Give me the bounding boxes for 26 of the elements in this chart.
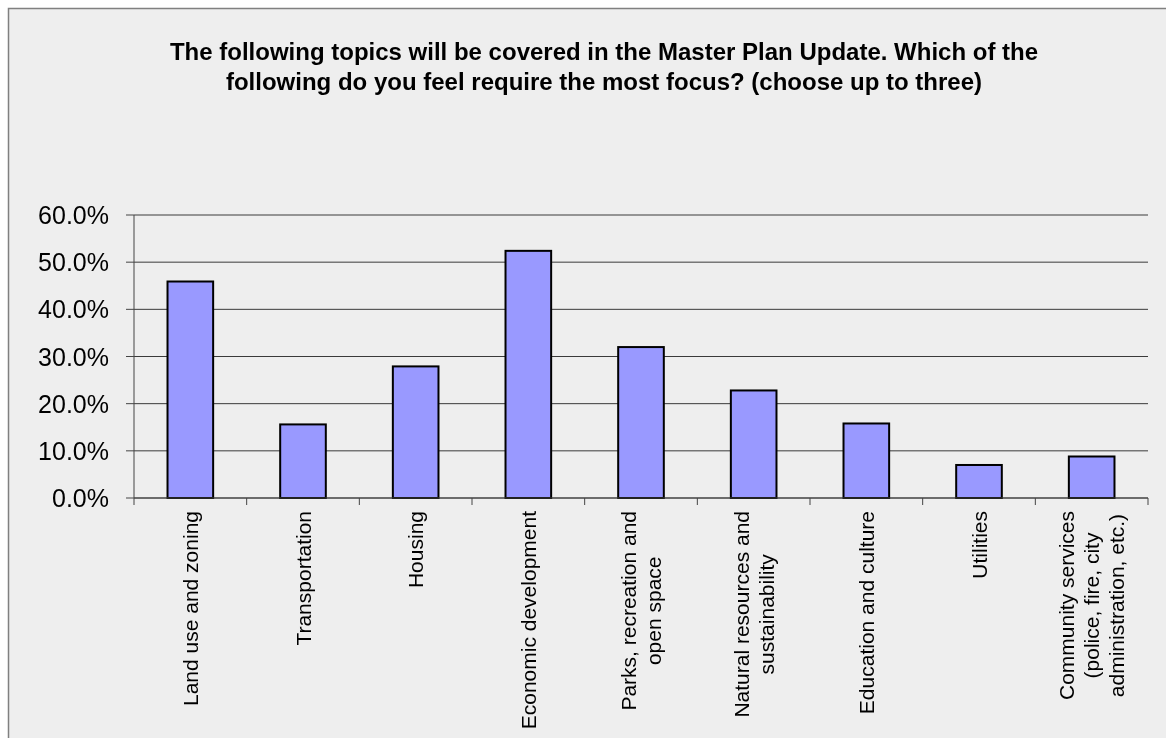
bar — [955, 463, 1003, 499]
x-tick-label: Utilities — [967, 510, 991, 579]
bar — [842, 422, 891, 499]
x-tick-label: Education and culture — [854, 511, 878, 715]
x-tick-label: Transportation — [291, 511, 315, 646]
x-tick-label: Parks, recreation and open space — [617, 511, 666, 711]
y-tick-label: 20.0% — [38, 389, 109, 418]
chart-title: The following topics will be covered in the Master Plan Update. Which of the following do you feel require the most focus? (choose up to three) — [169, 38, 1039, 95]
bar — [279, 423, 327, 499]
x-tick-label: Economic development — [516, 510, 540, 730]
bar — [391, 365, 440, 499]
x-tick-label: Natural resources and sustainability — [729, 511, 778, 718]
y-tick-label: 40.0% — [38, 295, 109, 324]
y-tick-label: 10.0% — [38, 436, 109, 465]
bar — [166, 280, 215, 499]
y-tick-label: 0.0% — [52, 484, 109, 512]
bar — [729, 389, 778, 499]
y-tick-label: 50.0% — [38, 248, 109, 277]
y-tick-label: 60.0% — [38, 201, 109, 229]
y-tick-label: 30.0% — [38, 342, 109, 371]
bar — [617, 346, 665, 499]
x-tick-label: Community services (police, fire, city administration, etc.) — [1055, 511, 1129, 701]
bar — [1067, 455, 1116, 499]
x-tick-label: Housing — [404, 510, 428, 589]
bar — [504, 249, 553, 499]
x-tick-label: Land use and zoning — [178, 511, 202, 706]
